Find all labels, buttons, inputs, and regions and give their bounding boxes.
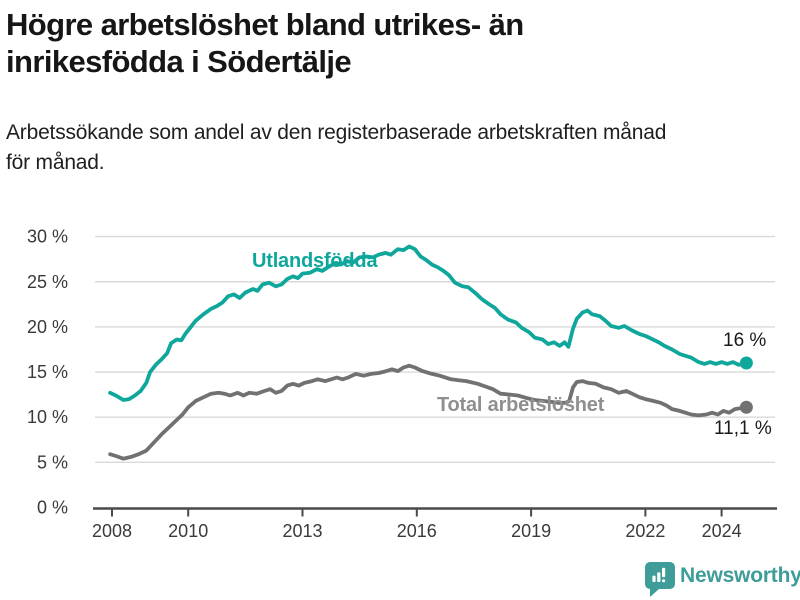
y-axis-tick-label: 0 %: [37, 498, 68, 518]
chart-subtitle-line2: för månad.: [6, 151, 105, 174]
end-value-total-arbetsloshet: 11,1 %: [714, 418, 772, 439]
series-line-total: [108, 363, 749, 461]
newsworthy-brand-text: Newsworthy: [680, 564, 800, 587]
x-axis-tick-label: 2019: [511, 521, 551, 541]
x-axis-tick-label: 2008: [92, 521, 132, 541]
newsworthy-logo-icon: [645, 562, 675, 597]
page-title: Högre arbetslöshet bland utrikes- än inr…: [6, 6, 786, 80]
y-axis-tick-label: 30 %: [27, 227, 68, 247]
y-axis-tick-label: 15 %: [27, 362, 68, 382]
x-axis-tick-label: 2013: [282, 521, 322, 541]
x-axis-tick-label: 2010: [168, 521, 208, 541]
series-end-dot-utlandsfodda: [739, 356, 753, 370]
chart-subtitle-line1: Arbetssökande som andel av den registerb…: [6, 121, 667, 144]
newsworthy-logo: Newsworthy: [644, 561, 800, 597]
chart-subtitle: Arbetssökande som andel av den registerb…: [6, 118, 796, 178]
series-end-dot-total: [739, 400, 753, 414]
y-axis-tick-label: 10 %: [27, 407, 68, 427]
y-axis-tick-label: 20 %: [27, 317, 68, 337]
series-label-total-arbetsloshet: Total arbetslöshet: [437, 394, 605, 416]
end-value-utlandsfodda: 16 %: [723, 330, 767, 351]
page-title-line2: inrikesfödda i Södertälje: [6, 44, 352, 79]
page-title-line1: Högre arbetslöshet bland utrikes- än: [6, 7, 524, 42]
series-line-utlandsfodda: [108, 244, 749, 402]
series-label-utlandsfodda: Utlandsfödda: [252, 250, 378, 272]
x-axis-tick-label: 2016: [397, 521, 437, 541]
x-axis-tick-label: 2024: [702, 521, 742, 541]
y-axis-tick-label: 25 %: [27, 272, 68, 292]
y-axis-tick-label: 5 %: [37, 452, 68, 472]
x-axis-tick-label: 2022: [625, 521, 665, 541]
